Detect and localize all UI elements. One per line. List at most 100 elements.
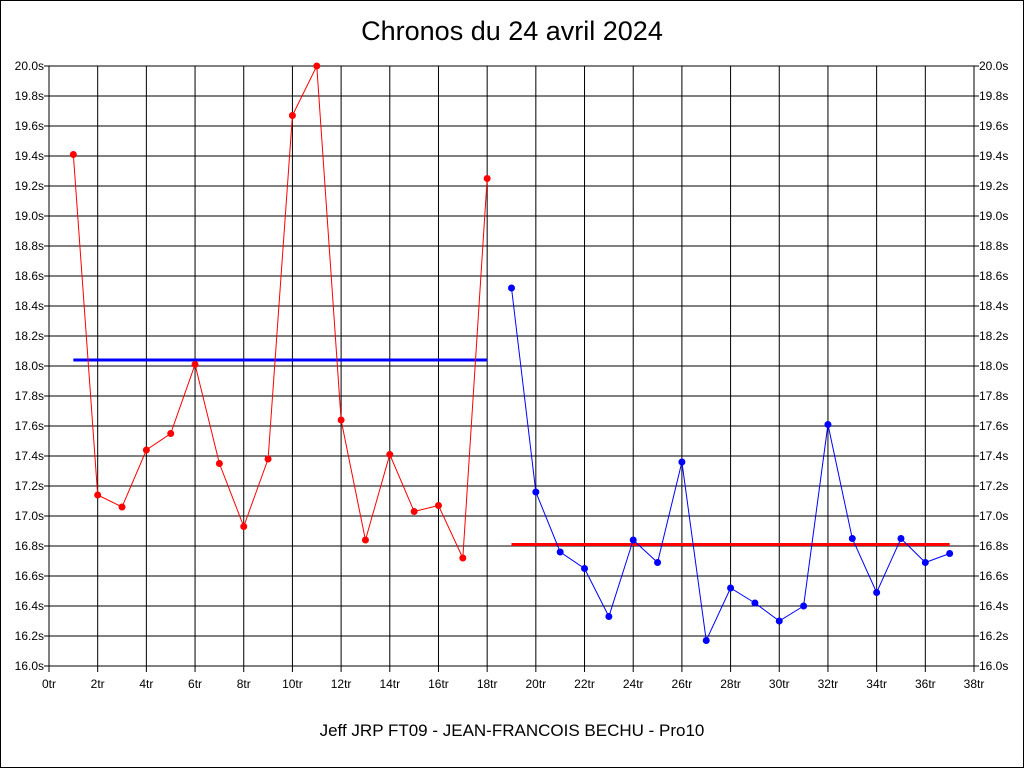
- x-tick-label: 26tr: [672, 677, 693, 691]
- y-tick-label-left: 17.4s: [15, 449, 44, 463]
- y-tick-label-right: 16.4s: [979, 599, 1008, 613]
- data-point: [215, 460, 223, 467]
- data-point: [240, 523, 248, 530]
- x-tick-label: 34tr: [866, 677, 887, 691]
- y-tick-label-left: 19.8s: [15, 89, 44, 103]
- data-point: [337, 416, 345, 424]
- y-tick-label-right: 18.4s: [979, 299, 1008, 313]
- x-tick-label: 0tr: [42, 677, 56, 691]
- data-point: [727, 584, 735, 592]
- y-tick-label-left: 17.2s: [15, 479, 44, 493]
- y-tick-label-right: 16.0s: [979, 659, 1008, 673]
- y-tick-label-left: 18.6s: [15, 269, 44, 283]
- data-point: [313, 62, 321, 70]
- data-point: [410, 508, 418, 515]
- y-tick-label-left: 19.0s: [15, 209, 44, 223]
- y-tick-label-right: 16.2s: [979, 629, 1008, 643]
- y-tick-label-left: 16.4s: [15, 599, 44, 613]
- data-point: [288, 112, 296, 119]
- y-tick-label-left: 17.8s: [15, 389, 44, 403]
- data-point: [434, 502, 442, 509]
- data-point: [775, 617, 783, 625]
- data-point: [848, 535, 856, 542]
- x-tick-label: 32tr: [818, 677, 839, 691]
- y-tick-label-right: 17.8s: [979, 389, 1008, 403]
- y-tick-label-right: 19.0s: [979, 209, 1008, 223]
- y-tick-label-left: 18.0s: [15, 359, 44, 373]
- data-point: [654, 559, 662, 566]
- y-tick-label-left: 17.0s: [15, 509, 44, 523]
- data-point: [629, 536, 637, 544]
- y-tick-label-right: 19.2s: [979, 179, 1008, 193]
- data-point: [897, 535, 905, 542]
- x-tick-label: 2tr: [91, 677, 105, 691]
- x-tick-label: 24tr: [623, 677, 644, 691]
- x-tick-label: 38tr: [964, 677, 985, 691]
- data-point: [386, 451, 394, 458]
- x-tick-label: 4tr: [139, 677, 153, 691]
- data-point: [702, 637, 710, 644]
- y-tick-label-right: 17.6s: [979, 419, 1008, 433]
- data-point: [508, 284, 515, 292]
- x-tick-label: 6tr: [188, 677, 202, 691]
- y-tick-label-right: 18.8s: [979, 239, 1008, 253]
- x-tick-label: 30tr: [769, 677, 790, 691]
- x-tick-label: 12tr: [331, 677, 352, 691]
- data-point: [605, 613, 613, 620]
- x-tick-label: 22tr: [574, 677, 595, 691]
- y-tick-label-right: 18.0s: [979, 359, 1008, 373]
- y-tick-label-right: 19.6s: [979, 119, 1008, 133]
- x-tick-label: 28tr: [720, 677, 741, 691]
- y-tick-label-left: 16.2s: [15, 629, 44, 643]
- data-point: [118, 503, 126, 511]
- y-tick-label-left: 17.6s: [15, 419, 44, 433]
- data-point: [191, 361, 199, 368]
- data-point: [873, 589, 881, 596]
- data-point: [678, 458, 686, 466]
- data-point: [94, 491, 102, 499]
- data-point: [921, 559, 929, 566]
- x-tick-label: 14tr: [379, 677, 400, 691]
- x-tick-label: 16tr: [428, 677, 449, 691]
- data-point: [459, 554, 467, 562]
- y-tick-label-right: 18.2s: [979, 329, 1008, 343]
- chart-footer: Jeff JRP FT09 - JEAN-FRANCOIS BECHU - Pr…: [319, 721, 705, 740]
- y-tick-label-left: 19.6s: [15, 119, 44, 133]
- data-point: [824, 421, 832, 428]
- data-point: [483, 175, 491, 182]
- x-tick-label: 18tr: [477, 677, 498, 691]
- y-tick-label-right: 17.4s: [979, 449, 1008, 463]
- data-point: [556, 548, 564, 556]
- y-tick-label-right: 19.8s: [979, 89, 1008, 103]
- data-point: [532, 488, 540, 496]
- y-tick-label-left: 20.0s: [15, 59, 44, 73]
- data-point: [142, 446, 150, 454]
- y-tick-label-left: 19.2s: [15, 179, 44, 193]
- y-tick-label-right: 18.6s: [979, 269, 1008, 283]
- y-tick-label-left: 18.4s: [15, 299, 44, 313]
- data-point: [167, 430, 175, 437]
- y-tick-label-right: 16.6s: [979, 569, 1008, 583]
- y-tick-label-left: 16.0s: [15, 659, 44, 673]
- y-tick-label-right: 19.4s: [979, 149, 1008, 163]
- data-point: [581, 565, 589, 572]
- y-tick-label-left: 18.8s: [15, 239, 44, 253]
- y-tick-label-right: 20.0s: [979, 59, 1008, 73]
- y-tick-label-left: 16.8s: [15, 539, 44, 553]
- data-point: [361, 536, 369, 544]
- data-point: [264, 455, 272, 463]
- y-tick-label-right: 17.2s: [979, 479, 1008, 493]
- y-tick-label-right: 17.0s: [979, 509, 1008, 523]
- x-tick-label: 10tr: [282, 677, 303, 691]
- y-tick-label-left: 16.6s: [15, 569, 44, 583]
- x-tick-label: 20tr: [525, 677, 546, 691]
- chart-title: Chronos du 24 avril 2024: [361, 16, 663, 46]
- x-tick-label: 36tr: [915, 677, 936, 691]
- x-tick-label: 8tr: [237, 677, 251, 691]
- y-tick-label-left: 19.4s: [15, 149, 44, 163]
- plot-border: [48, 65, 975, 667]
- data-point: [751, 599, 759, 607]
- series-line: [72, 64, 488, 559]
- data-point: [69, 151, 77, 158]
